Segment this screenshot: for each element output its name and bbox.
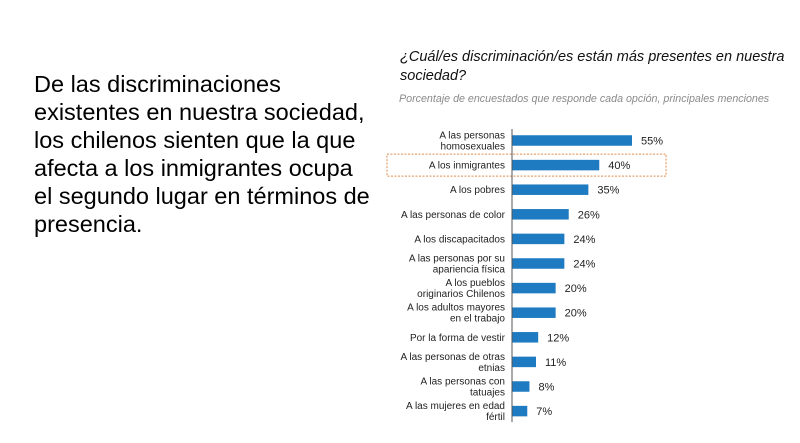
chart-title: ¿Cuál/es discriminación/es están más pre… [400,49,785,84]
category-label: A los adultos mayores en el trabajo [407,303,505,325]
category-label: Por la forma de vestir [410,333,506,344]
category-label: A las personas con tatuajes [421,377,506,399]
bar [512,209,569,220]
bar [512,332,539,343]
bar [512,307,556,318]
value-label: 35% [597,185,619,197]
category-label: A las personas de otras etnias [400,352,505,374]
bar [512,184,589,195]
value-label: 24% [573,259,595,271]
bar [512,233,565,245]
category-label: A las personas de color [401,210,506,221]
value-label: 8% [538,382,554,394]
category-label: A las personas homosexuales [439,131,505,153]
intro-text: De las discriminaciones existentes en nu… [34,71,370,237]
value-label: 55% [641,136,663,148]
category-label: A los discapacitados [414,234,505,245]
category-label: A los inmigrantes [429,161,505,172]
value-label: 12% [547,332,569,344]
value-label: 7% [536,406,552,418]
category-label: A las personas por su apariencia física [409,254,506,276]
bar [512,356,536,368]
value-label: 40% [608,160,630,172]
bar [512,258,565,269]
bar [512,282,556,294]
value-label: 26% [578,209,600,221]
category-label: A los pueblos originarios Chilenos [417,278,505,300]
category-label: A las mujeres en edad fértil [406,401,505,423]
bar [512,135,632,146]
category-label: A los pobres [450,185,505,196]
value-label: 20% [565,308,587,320]
value-label: 11% [545,357,566,369]
bar [512,159,600,171]
bar [512,381,530,392]
bar [512,405,528,417]
chart-subtitle: Porcentaje de encuestados que responde c… [399,93,770,105]
value-label: 24% [573,234,595,246]
value-label: 20% [565,283,587,295]
